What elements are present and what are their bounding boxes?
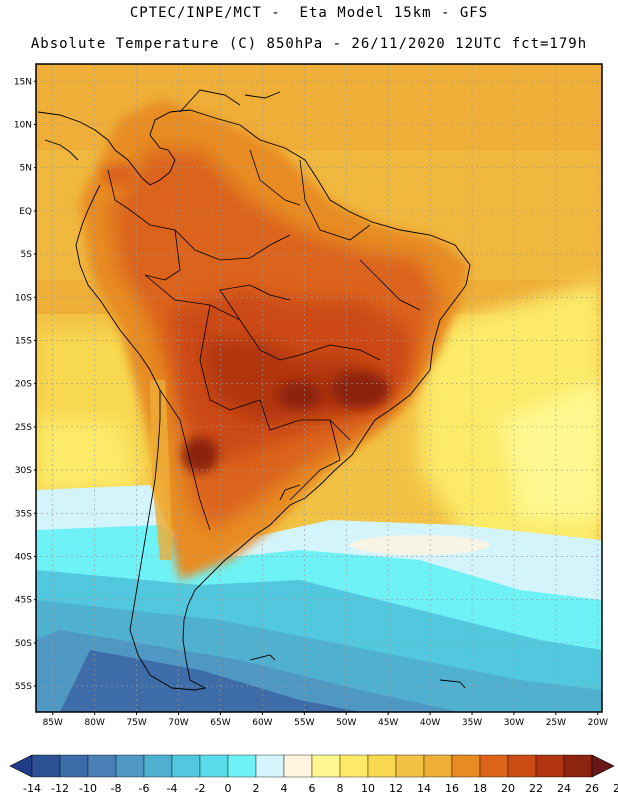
country-borders [107,149,421,531]
colorbar-swatch [171,754,201,778]
latitude-label: 15N [14,77,32,87]
colorbar-arrow-low [9,754,33,778]
colorbar-label: 20 [501,782,515,795]
colorbar-label: 16 [445,782,459,795]
colorbar-label: -10 [79,782,97,795]
latitude-label: 25S [15,423,32,433]
colorbar-arrow-high [591,754,615,778]
colorbar-label: 4 [281,782,288,795]
colorbar-label: 10 [361,782,375,795]
colorbar-swatch [31,754,61,778]
temperature-field [36,64,602,712]
lat-lon-grid [36,64,602,712]
longitude-label: 65W [210,718,230,728]
colorbar-swatch [535,754,565,778]
colorbar-label: 6 [309,782,316,795]
colorbar-label: 14 [417,782,431,795]
longitude-label: 45W [378,718,398,728]
colorbar-label: 24 [557,782,571,795]
chart-title: CPTEC/INPE/MCT - Eta Model 15km - GFS [129,5,489,21]
latitude-label: 5N [20,164,32,174]
colorbar-swatch [115,754,145,778]
colorbar-label: 0 [225,782,232,795]
colorbar-label: 26 [585,782,599,795]
colorbar-swatch [339,754,369,778]
colorbar-label: -4 [167,782,178,795]
latitude-label: 35S [15,509,32,519]
latitude-label: 20S [15,380,32,390]
longitude-label: 50W [336,718,356,728]
latitude-label: 10S [15,293,32,303]
coastlines [37,89,471,691]
colorbar-swatch [199,754,229,778]
colorbar-label: -6 [139,782,150,795]
colorbar-swatch [423,754,453,778]
colorbar-swatch [59,754,89,778]
map-frame [35,63,603,713]
colorbar-label: -12 [51,782,69,795]
colorbar-label: 2 [253,782,260,795]
colorbar-swatch [283,754,313,778]
colorbar-label: -14 [23,782,41,795]
latitude-label: 50S [15,639,32,649]
latitude-label: 10N [14,120,32,130]
longitude-label: 55W [294,718,314,728]
latitude-label: 40S [15,552,32,562]
longitude-label: 30W [504,718,524,728]
colorbar-swatch [311,754,341,778]
colorbar-swatch [87,754,117,778]
chart-subtitle: Absolute Temperature (C) 850hPa - 26/11/… [30,36,588,52]
colorbar-label: 8 [337,782,344,795]
colorbar-label: -8 [111,782,122,795]
colorbar-swatch [395,754,425,778]
longitude-label: 40W [420,718,440,728]
colorbar-swatch [479,754,509,778]
colorbar-swatch [451,754,481,778]
latitude-axis: 15N 10N 5N EQ 5S 10S 15S 20S 25S 30S 35S 40S 45S 50S 5… [14,77,36,692]
colorbar-swatch [507,754,537,778]
colorbar-label: 18 [473,782,487,795]
longitude-axis: 85W 80W 75W 70W 65W 60W 55W 50W 45W 40W 35W 30W 25W 2… [43,712,608,728]
colorbar-swatch [255,754,285,778]
colorbar-swatch [143,754,173,778]
latitude-label: 15S [15,336,32,346]
colorbar-label: 22 [529,782,543,795]
longitude-label: 25W [546,718,566,728]
longitude-label: 35W [462,718,482,728]
latitude-label: 45S [15,596,32,606]
colorbar: -14 -12 -10 -8 -6 -4 -2 0 2 4 6 8 10 12 14 16 18 20 22 24 26… [9,754,618,795]
colorbar-label: 28 [613,782,618,795]
latitude-label: 30S [15,466,32,476]
longitude-label: 75W [126,718,146,728]
longitude-label: 60W [252,718,272,728]
longitude-label: 85W [43,718,63,728]
latitude-label: 5S [21,250,33,260]
longitude-label: 70W [168,718,188,728]
latitude-label: 55S [15,682,32,692]
colorbar-swatch [367,754,397,778]
colorbar-label: 12 [389,782,403,795]
colorbar-swatch [563,754,593,778]
longitude-label: 80W [85,718,105,728]
longitude-label: 20W [588,718,608,728]
latitude-label: EQ [19,207,32,217]
colorbar-label: -2 [195,782,206,795]
colorbar-swatch [227,754,257,778]
